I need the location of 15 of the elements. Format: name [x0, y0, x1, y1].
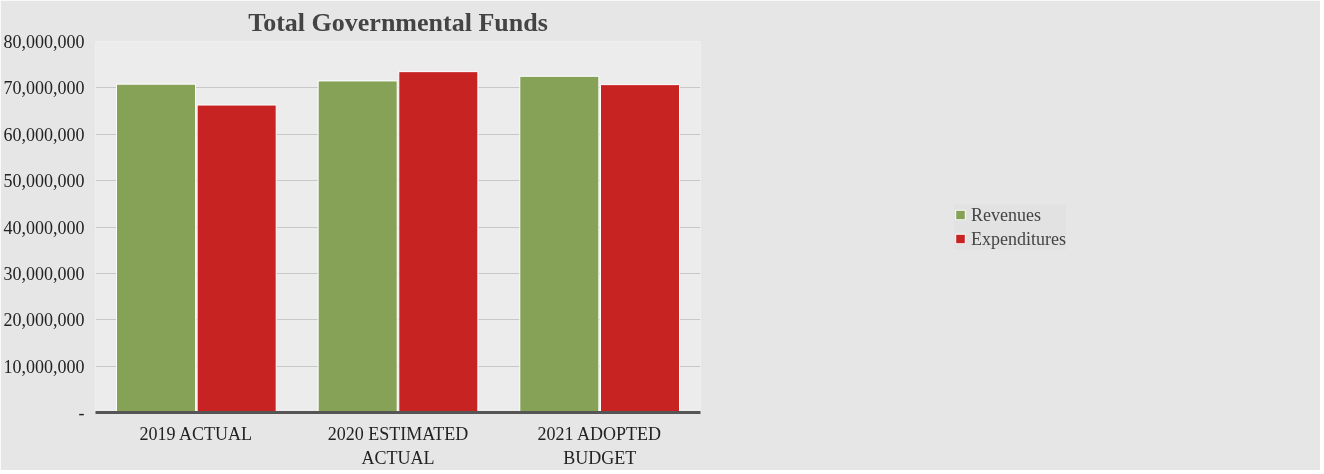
y-tick-label: 70,000,000 — [3, 78, 85, 99]
y-tick-label: 20,000,000 — [3, 310, 85, 331]
y-tick-label: 80,000,000 — [3, 32, 85, 52]
y-tick-label: 30,000,000 — [3, 263, 85, 284]
chart-title: Total Governmental Funds — [248, 7, 548, 37]
y-tick-label: 10,000,000 — [3, 356, 85, 377]
y-tick-label: 60,000,000 — [3, 124, 85, 145]
y-tick-label: - — [78, 403, 85, 423]
y-tick-label: 50,000,000 — [3, 171, 85, 192]
y-tick-label: 40,000,000 — [3, 217, 85, 238]
x-tick-label: 2020 ESTIMATED ACTUAL — [327, 423, 469, 468]
x-tick-label: 2021 ADOPTED BUDGET — [537, 423, 661, 468]
legend-label: Revenues — [971, 204, 1041, 225]
legend-label: Expenditures — [971, 228, 1066, 249]
x-tick-label: 2019 ACTUAL — [139, 423, 253, 444]
